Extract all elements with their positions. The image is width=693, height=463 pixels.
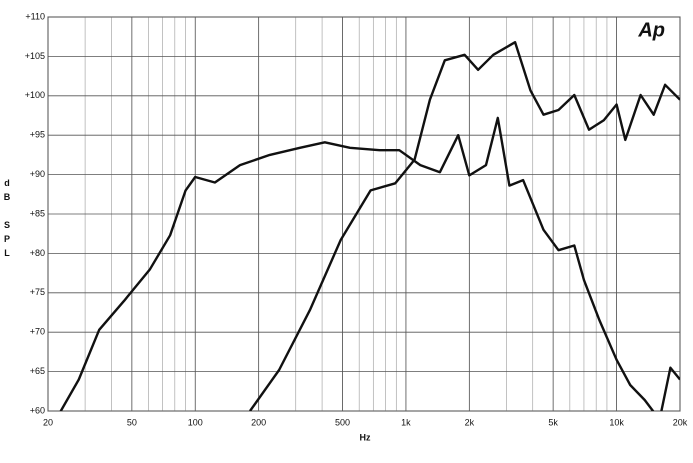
- y-tick-label: +105: [25, 51, 45, 61]
- x-tick-label: 100: [188, 417, 203, 427]
- x-axis-label: Hz: [360, 432, 371, 442]
- x-tick-label: 50: [127, 417, 137, 427]
- y-axis-label: dB SPL: [2, 178, 12, 262]
- response-line: [249, 41, 680, 411]
- x-tick-label: 500: [335, 417, 350, 427]
- response-line: [59, 116, 680, 411]
- x-tick-label: 20: [43, 417, 53, 427]
- y-tick-label: +60: [30, 405, 45, 415]
- x-tick-label: 200: [251, 417, 266, 427]
- y-tick-label: +95: [30, 130, 45, 140]
- x-tick-label: 2k: [465, 417, 475, 427]
- y-tick-label: +90: [30, 169, 45, 179]
- y-tick-label: +70: [30, 327, 45, 337]
- x-tick-label: 1k: [401, 417, 411, 427]
- y-tick-label: +100: [25, 90, 45, 100]
- x-tick-label: 10k: [609, 417, 624, 427]
- logo: Ap: [637, 19, 665, 41]
- y-tick-label: +85: [30, 208, 45, 218]
- y-tick-label: +80: [30, 248, 45, 258]
- y-tick-label: +65: [30, 366, 45, 376]
- x-tick-label: 20k: [673, 417, 688, 427]
- y-tick-label: +110: [25, 11, 45, 21]
- y-tick-label: +75: [30, 287, 45, 297]
- x-tick-label: 5k: [548, 417, 558, 427]
